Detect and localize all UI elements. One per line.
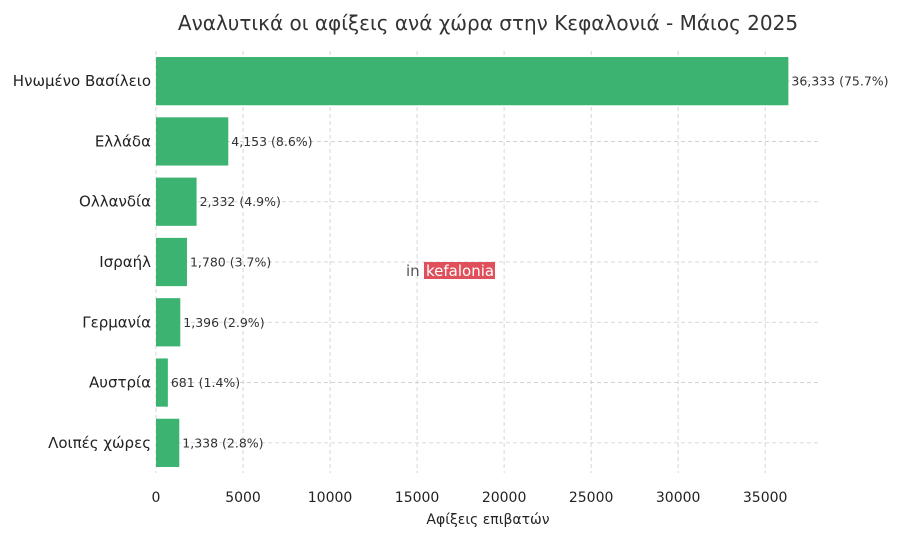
bar bbox=[156, 237, 187, 287]
watermark-prefix: in bbox=[406, 262, 420, 280]
bar bbox=[156, 418, 180, 467]
x-axis-ticks: 0 5000 10000 15000 20000 25000 30000 35000 bbox=[152, 490, 788, 506]
watermark-brand: kefalonia bbox=[426, 262, 494, 280]
data-label: 2,332 (4.9%) bbox=[200, 194, 281, 209]
bar bbox=[156, 358, 168, 407]
bar bbox=[156, 57, 789, 106]
category-label: Αυστρία bbox=[89, 374, 151, 392]
category-label: Λοιπές χώρες bbox=[48, 434, 151, 452]
x-tick-label: 15000 bbox=[395, 490, 440, 506]
category-label: Γερμανία bbox=[82, 313, 151, 331]
watermark-brand-box bbox=[424, 262, 495, 279]
data-label: 1,780 (3.7%) bbox=[190, 255, 271, 270]
bar bbox=[156, 177, 197, 226]
x-tick-label: 25000 bbox=[569, 490, 614, 506]
x-tick-label: 30000 bbox=[656, 490, 701, 506]
category-label: Ηνωμένο Βασίλειο bbox=[13, 72, 151, 90]
category-label: Ολλανδία bbox=[79, 193, 151, 211]
data-label: 4,153 (8.6%) bbox=[231, 134, 312, 149]
chart-title: Αναλυτικά οι αφίξεις ανά χώρα στην Κεφαλ… bbox=[178, 11, 798, 35]
x-tick-label: 35000 bbox=[743, 490, 788, 506]
data-label: 36,333 (75.7%) bbox=[791, 74, 888, 89]
bar bbox=[156, 117, 229, 166]
x-tick-label: 0 bbox=[152, 490, 161, 506]
bar bbox=[156, 298, 181, 347]
data-label: 1,396 (2.9%) bbox=[183, 315, 264, 330]
data-label: 1,338 (2.8%) bbox=[182, 435, 263, 450]
watermark: in kefalonia bbox=[406, 262, 495, 280]
data-label: 681 (1.4%) bbox=[171, 375, 240, 390]
data-labels: 36,333 (75.7%) 4,153 (8.6%) 2,332 (4.9%) 1,… bbox=[171, 74, 889, 451]
category-label: Ελλάδα bbox=[95, 132, 151, 150]
category-label: Ισραήλ bbox=[99, 253, 151, 271]
x-tick-label: 5000 bbox=[225, 490, 261, 506]
bars bbox=[156, 57, 789, 467]
x-tick-label: 10000 bbox=[308, 490, 353, 506]
x-tick-label: 20000 bbox=[482, 490, 527, 506]
x-axis-title: Αφίξεις επιβατών bbox=[426, 512, 549, 528]
category-labels: Ηνωμένο Βασίλειο Ελλάδα Ολλανδία Ισραήλ Γερμ… bbox=[13, 72, 151, 452]
